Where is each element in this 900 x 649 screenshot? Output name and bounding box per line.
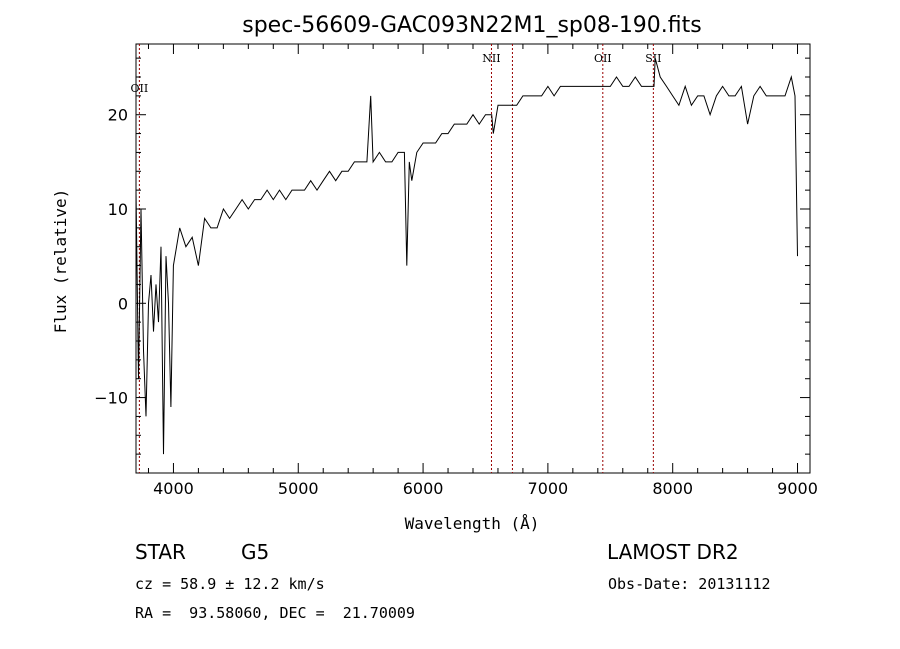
x-tick-label: 8000 [652, 479, 693, 498]
x-axis-label: Wavelength (Å) [405, 514, 540, 533]
sky-coordinates: RA = 93.58060, DEC = 21.70009 [135, 604, 415, 622]
plot-frame [135, 43, 811, 474]
redshift-velocity: cz = 58.9 ± 12.2 km/s [135, 575, 325, 593]
x-axis-ticks: 4000 5000 6000 7000 8000 9000 [147, 44, 818, 498]
line-marker-label-1: NII [482, 52, 500, 65]
chart-title: spec-56609-GAC093N22M1_sp08-190.fits [242, 13, 702, 38]
x-tick-label: 6000 [403, 479, 444, 498]
y-tick-label: 10 [108, 200, 128, 219]
observation-date: Obs-Date: 20131112 [608, 575, 771, 593]
survey-name: LAMOST DR2 [607, 540, 739, 564]
x-tick-label: 4000 [153, 479, 194, 498]
plot-area: OII NII OII SII 4000 5000 6000 7000 8000 9000 −1… [94, 43, 818, 498]
x-tick-label: 9000 [777, 479, 818, 498]
object-class: STAR [135, 540, 186, 564]
line-marker-label-0: OII [131, 82, 149, 95]
emission-line-markers: OII NII OII SII [131, 44, 661, 473]
line-marker-label-3: OII [594, 52, 612, 65]
y-tick-label: 0 [118, 294, 128, 313]
x-tick-label: 7000 [528, 479, 569, 498]
x-tick-label: 5000 [278, 479, 319, 498]
y-tick-label: −10 [94, 389, 128, 408]
y-axis-label: Flux (relative) [51, 189, 70, 334]
y-tick-label: 20 [108, 106, 128, 125]
object-subclass: G5 [241, 540, 270, 564]
line-marker-label-4: SII [645, 52, 661, 65]
y-axis-ticks: −10 0 10 20 [94, 57, 810, 455]
spectrum-line [135, 57, 798, 455]
